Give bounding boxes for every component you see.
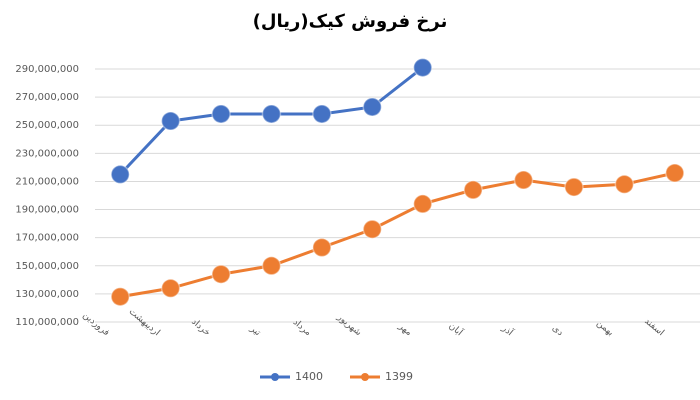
data-point [362, 219, 383, 239]
y-tick-label: 270,000,000 [15, 92, 79, 103]
data-point [312, 104, 332, 124]
data-point [362, 97, 383, 117]
y-tick-label: 290,000,000 [15, 64, 79, 75]
legend-label: 1399 [385, 370, 413, 383]
y-tick-label: 230,000,000 [15, 148, 79, 159]
data-point [463, 180, 483, 200]
y-tick-label: 190,000,000 [15, 205, 79, 216]
y-tick-label: 250,000,000 [15, 120, 79, 131]
data-point [412, 57, 433, 78]
data-point [564, 177, 584, 197]
y-tick-label: 130,000,000 [15, 289, 79, 300]
data-point [412, 194, 433, 214]
data-point [110, 286, 130, 307]
data-point [614, 174, 635, 195]
data-point [110, 164, 130, 185]
y-tick-label: 150,000,000 [15, 261, 79, 272]
legend-marker [361, 373, 369, 381]
data-point [665, 163, 685, 183]
data-point [211, 264, 231, 284]
data-point [211, 104, 231, 124]
data-point [513, 170, 534, 190]
y-tick-label: 210,000,000 [15, 176, 79, 187]
chart-title: نرخ فروش کیک(ریال) [253, 11, 448, 32]
y-tick-label: 170,000,000 [15, 233, 79, 244]
y-tick-label: 110,000,000 [15, 317, 79, 328]
data-point [160, 278, 181, 299]
data-point [261, 104, 282, 124]
data-point [312, 237, 332, 258]
data-point [261, 256, 282, 276]
legend-label: 1400 [295, 370, 323, 383]
legend-marker [271, 373, 279, 381]
data-point [160, 111, 181, 131]
